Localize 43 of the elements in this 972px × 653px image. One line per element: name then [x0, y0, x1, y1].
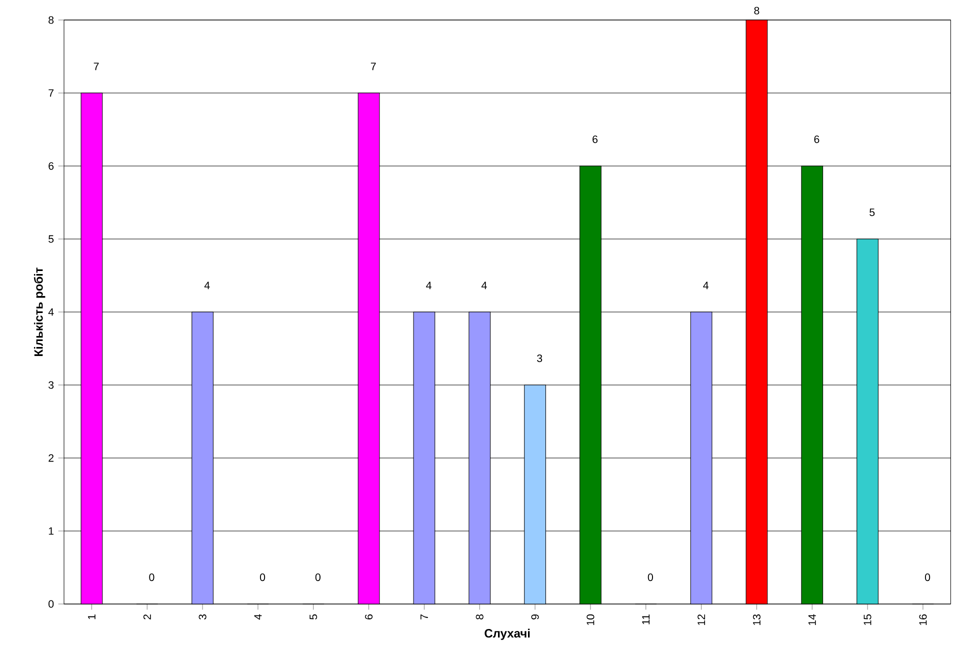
data-label: 4 — [426, 282, 432, 289]
data-label: 0 — [648, 573, 653, 581]
data-label: 6 — [814, 135, 820, 143]
data-label: 7 — [370, 62, 376, 70]
data-label: 5 — [870, 208, 875, 216]
x-tick-label: 16 — [919, 614, 927, 625]
y-tick-label: 7 — [48, 89, 54, 97]
data-label: 8 — [754, 6, 760, 14]
y-tick-label: 1 — [48, 527, 54, 535]
data-label: 6 — [592, 135, 598, 143]
x-tick-label: 15 — [864, 614, 872, 625]
x-tick-label: 3 — [198, 614, 206, 620]
x-tick-label: 10 — [586, 614, 594, 625]
x-tick-label: 2 — [143, 614, 151, 620]
x-tick-label: 6 — [365, 614, 373, 620]
data-label: 4 — [481, 282, 487, 289]
x-tick-label: 1 — [88, 614, 96, 619]
y-tick-label: 0 — [48, 600, 54, 608]
x-tick-label: 9 — [531, 614, 539, 620]
data-label: 0 — [315, 573, 320, 581]
x-axis-title: Слухачі — [484, 628, 530, 640]
data-label: 0 — [260, 573, 266, 581]
x-tick-label: 11 — [642, 614, 650, 624]
x-tick-label: 4 — [254, 614, 262, 620]
x-tick-label: 8 — [476, 614, 484, 620]
y-axis-title: Кількість робіт — [34, 267, 46, 356]
y-tick-label: 6 — [48, 162, 54, 170]
data-label: 0 — [149, 573, 154, 581]
data-label: 7 — [94, 62, 99, 70]
x-tick-label: 12 — [698, 614, 706, 625]
data-label: 4 — [204, 282, 210, 289]
x-tick-label: 13 — [752, 614, 760, 625]
x-tick-label: 5 — [310, 614, 318, 620]
data-label: 0 — [924, 573, 930, 581]
x-tick-label: 7 — [420, 614, 428, 620]
data-label: 4 — [703, 282, 709, 289]
y-tick-label: 4 — [48, 308, 54, 316]
y-tick-label: 3 — [48, 381, 54, 389]
data-label: 3 — [537, 354, 542, 362]
x-tick-label: 14 — [808, 614, 816, 625]
y-tick-label: 5 — [48, 235, 54, 243]
y-tick-label: 8 — [48, 16, 54, 24]
y-tick-label: 2 — [48, 454, 54, 462]
